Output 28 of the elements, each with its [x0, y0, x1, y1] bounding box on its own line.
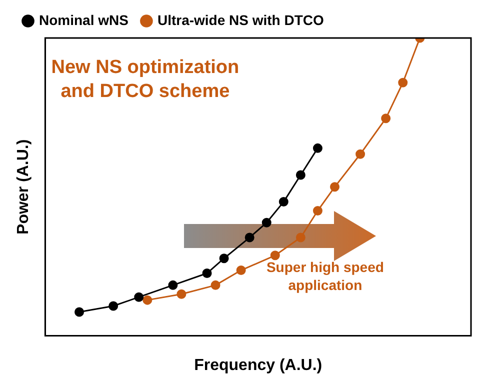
point: [262, 218, 272, 228]
point: [108, 301, 118, 311]
point: [398, 78, 408, 88]
point: [202, 268, 212, 278]
point: [312, 206, 322, 216]
point: [312, 143, 322, 153]
point: [176, 289, 186, 299]
point: [381, 114, 391, 124]
point: [270, 250, 280, 260]
point: [219, 254, 229, 264]
annotation: Super high speed application: [266, 258, 384, 293]
point: [142, 295, 152, 305]
point: [278, 197, 288, 207]
x-axis-title: Frequency (A.U.): [194, 356, 322, 374]
point: [244, 232, 254, 242]
point: [74, 307, 84, 317]
y-axis-title: Power (A.U.): [15, 139, 32, 234]
point: [134, 292, 144, 302]
legend-label: Nominal wNS: [39, 12, 128, 28]
point: [236, 266, 246, 276]
point: [296, 232, 306, 242]
point: [330, 182, 340, 192]
annotation: New NS optimization and DTCO scheme: [51, 57, 240, 102]
point: [210, 280, 220, 290]
point: [356, 149, 366, 159]
point: [296, 170, 306, 180]
point: [168, 280, 178, 290]
legend-label: Ultra-wide NS with DTCO: [157, 12, 324, 28]
